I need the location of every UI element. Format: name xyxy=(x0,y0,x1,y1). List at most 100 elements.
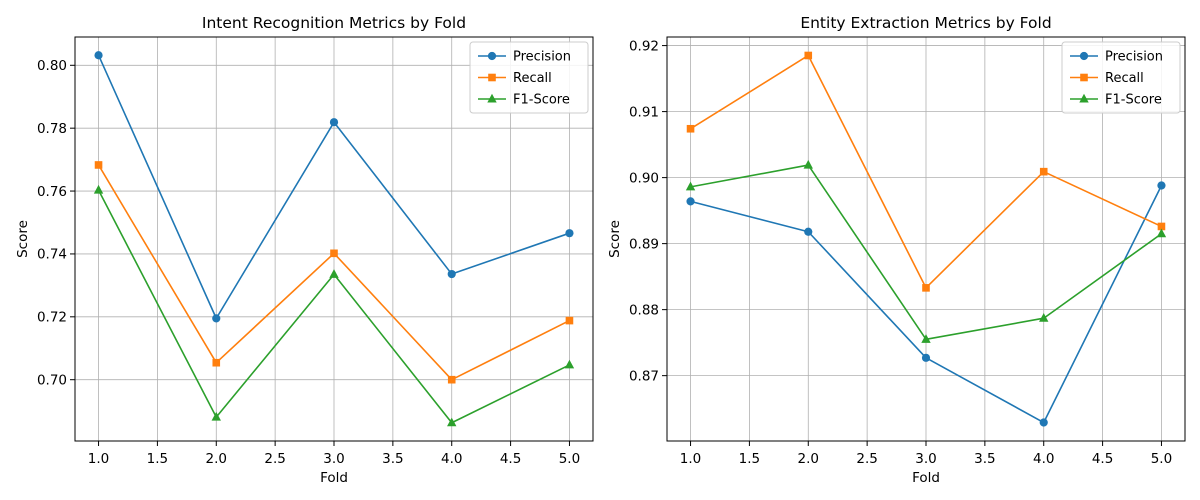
legend-marker xyxy=(1079,93,1089,103)
legend-label: Precision xyxy=(1105,50,1163,65)
x-tick-label: 2.5 xyxy=(264,451,285,467)
data-point xyxy=(1039,418,1048,427)
data-point xyxy=(804,51,813,60)
data-point xyxy=(94,51,103,60)
x-axis-label: Fold xyxy=(320,470,348,486)
y-tick-label: 0.76 xyxy=(37,184,67,200)
y-tick-label: 0.74 xyxy=(37,247,67,263)
series-precision xyxy=(686,181,1166,427)
legend-marker xyxy=(488,73,496,82)
chart-title: Intent Recognition Metrics by Fold xyxy=(202,14,466,32)
x-tick-label: 1.0 xyxy=(680,451,701,467)
data-point xyxy=(565,316,574,325)
chart-panel-entity-extraction-metrics-by-fold: 1.0 1.5 2.0 2.5 3.0 3.5 4.0 4.5 5.00.870.880.890… xyxy=(607,14,1186,486)
legend-item-recall: Recall xyxy=(478,71,552,86)
legend-label: Recall xyxy=(1105,71,1144,86)
series-recall xyxy=(686,51,1166,292)
data-point xyxy=(94,161,103,169)
x-tick-label: 1.5 xyxy=(147,451,168,467)
x-tick-label: 4.0 xyxy=(1033,451,1054,467)
data-point xyxy=(212,314,221,323)
data-point xyxy=(686,197,695,206)
legend-label: Recall xyxy=(513,71,552,86)
y-tick-label: 0.90 xyxy=(629,170,659,186)
data-point xyxy=(1039,167,1048,176)
chart-panel-intent-recognition-metrics-by-fold: 1.0 1.5 2.0 2.5 3.0 3.5 4.0 4.5 5.00.700.720.740… xyxy=(15,14,594,486)
x-tick-label: 2.5 xyxy=(856,451,877,467)
legend-item-precision: Precision xyxy=(478,50,571,65)
data-point xyxy=(804,227,813,236)
data-point xyxy=(921,334,931,343)
data-point xyxy=(921,353,931,362)
chart-title: Entity Extraction Metrics by Fold xyxy=(800,14,1051,32)
y-tick-label: 0.78 xyxy=(37,121,67,137)
x-tick-label: 3.0 xyxy=(915,451,936,467)
x-tick-label: 3.0 xyxy=(323,451,344,467)
data-point xyxy=(922,284,930,292)
data-point xyxy=(329,269,339,278)
x-tick-label: 5.0 xyxy=(559,451,580,467)
x-axis: 1.0 1.5 2.0 2.5 3.0 3.5 4.0 4.5 5.0 xyxy=(88,441,580,467)
data-point xyxy=(686,124,695,133)
y-tick-label: 0.91 xyxy=(629,104,659,120)
x-tick-label: 4.5 xyxy=(500,451,521,467)
legend-box xyxy=(1061,41,1181,114)
x-tick-label: 2.0 xyxy=(798,451,819,467)
legend-marker xyxy=(1079,51,1089,61)
y-tick-label: 0.89 xyxy=(629,236,659,252)
y-axis: 0.70 0.72 0.74 0.76 0.78 0.80 xyxy=(37,58,75,388)
data-point xyxy=(93,184,104,194)
legend-marker xyxy=(1080,73,1088,82)
x-axis: 1.0 1.5 2.0 2.5 3.0 3.5 4.0 4.5 5.0 xyxy=(680,441,1172,467)
data-point xyxy=(447,375,456,384)
x-tick-label: 4.0 xyxy=(441,451,462,467)
series-f1-score xyxy=(685,159,1167,343)
legend: Precision Recall F1-Score xyxy=(469,41,589,114)
data-point xyxy=(211,411,221,421)
data-point xyxy=(329,118,339,127)
x-tick-label: 1.5 xyxy=(739,451,760,467)
y-tick-label: 0.87 xyxy=(629,368,659,384)
data-point xyxy=(685,181,696,191)
y-axis-label: Score xyxy=(607,220,623,258)
legend-label: F1-Score xyxy=(513,93,570,108)
series-precision xyxy=(94,51,574,323)
y-axis-label: Score xyxy=(15,220,31,258)
data-point xyxy=(565,229,574,238)
data-point xyxy=(1157,222,1166,231)
y-tick-label: 0.72 xyxy=(37,310,67,326)
x-axis-label: Fold xyxy=(912,470,940,486)
x-tick-label: 2.0 xyxy=(206,451,227,467)
series-recall xyxy=(94,161,574,384)
legend: Precision Recall F1-Score xyxy=(1061,41,1181,114)
data-point xyxy=(1156,228,1167,238)
data-point xyxy=(564,359,575,369)
legend-box xyxy=(469,41,589,114)
legend-marker xyxy=(487,51,497,61)
y-tick-label: 0.70 xyxy=(37,372,67,388)
legend-label: F1-Score xyxy=(1105,93,1162,108)
legend-item-precision: Precision xyxy=(1070,50,1163,65)
y-tick-label: 0.80 xyxy=(37,58,67,74)
data-point xyxy=(1157,181,1166,190)
y-tick-label: 0.92 xyxy=(629,38,659,54)
x-tick-label: 3.5 xyxy=(382,451,403,467)
legend-marker xyxy=(487,93,497,103)
x-tick-label: 5.0 xyxy=(1151,451,1172,467)
legend-item-f1-score: F1-Score xyxy=(478,93,570,108)
data-point xyxy=(803,159,813,169)
x-tick-label: 3.5 xyxy=(974,451,995,467)
data-point xyxy=(447,269,456,279)
data-point xyxy=(1039,313,1049,322)
x-tick-label: 1.0 xyxy=(88,451,109,467)
data-point xyxy=(447,417,457,427)
y-axis: 0.87 0.88 0.89 0.90 0.91 0.92 xyxy=(629,38,667,384)
x-tick-label: 4.5 xyxy=(1092,451,1113,467)
data-point xyxy=(330,249,338,258)
series-f1-score xyxy=(93,184,575,427)
legend-item-recall: Recall xyxy=(1070,71,1144,86)
data-point xyxy=(212,358,221,367)
legend-label: Precision xyxy=(513,50,571,65)
